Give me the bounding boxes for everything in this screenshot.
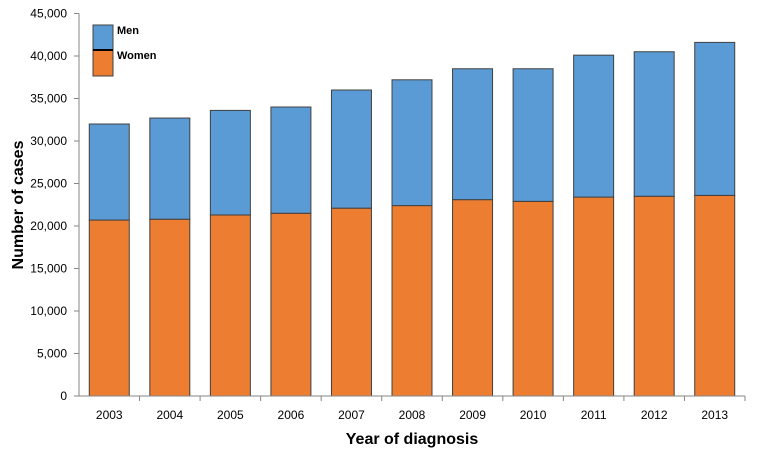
bar-men-2006 <box>270 106 312 214</box>
axes-group: 2003 2004 2005 2006 2007 2008 2009 2010 2011 2012… <box>30 7 746 422</box>
y-axis-title: Number of cases <box>10 140 27 269</box>
legend: Men Women <box>92 24 157 77</box>
x-axis-title: Year of diagnosis <box>346 431 479 448</box>
bar-men-2004 <box>149 117 191 220</box>
x-tick-label: 2005 <box>217 408 244 422</box>
bar-women-2006 <box>270 212 312 397</box>
x-tick-label: 2009 <box>459 408 486 422</box>
bar-women-2011 <box>573 196 615 397</box>
bar-women-2010 <box>512 200 554 397</box>
bar-men-2010 <box>512 68 554 202</box>
bar-men-2009 <box>452 68 494 201</box>
x-tick-label: 2004 <box>156 408 183 422</box>
x-tick-label: 2012 <box>641 408 668 422</box>
legend-swatch-men <box>92 24 114 51</box>
bar-women-2005 <box>209 214 251 397</box>
x-tick-label: 2006 <box>278 408 305 422</box>
y-tick-label: 30,000 <box>30 134 67 148</box>
x-tick-label: 2010 <box>520 408 547 422</box>
y-tick-label: 15,000 <box>30 262 67 276</box>
x-tick-label: 2007 <box>338 408 365 422</box>
x-tick-label: 2008 <box>399 408 426 422</box>
y-tick-label: 35,000 <box>30 92 67 106</box>
bar-women-2012 <box>633 195 675 397</box>
bars-group <box>88 41 736 397</box>
bar-men-2003 <box>88 123 130 221</box>
bar-women-2007 <box>330 207 372 397</box>
bar-men-2005 <box>209 109 251 216</box>
x-tick-label: 2003 <box>96 408 123 422</box>
y-tick-label: 5,000 <box>37 347 67 361</box>
y-tick-label: 25,000 <box>30 177 67 191</box>
bar-women-2009 <box>452 199 494 397</box>
legend-label-men: Men <box>117 25 139 37</box>
bar-men-2012 <box>633 51 675 197</box>
bar-women-2013 <box>694 194 736 397</box>
y-tick-label: 20,000 <box>30 219 67 233</box>
legend-swatch-women <box>92 49 114 77</box>
bar-men-2011 <box>573 54 615 198</box>
bar-women-2008 <box>391 205 433 397</box>
bar-men-2008 <box>391 79 433 207</box>
bar-women-2003 <box>88 219 130 397</box>
y-tick-label: 10,000 <box>30 304 67 318</box>
legend-label-women: Women <box>117 50 157 62</box>
y-tick-label: 45,000 <box>30 7 67 21</box>
bar-women-2004 <box>149 218 191 397</box>
y-tick-label: 40,000 <box>30 49 67 63</box>
bar-men-2013 <box>694 41 736 196</box>
bar-men-2007 <box>330 89 372 209</box>
x-tick-label: 2013 <box>701 408 728 422</box>
y-tick-label: 0 <box>60 389 67 403</box>
x-tick-label: 2011 <box>581 408 607 422</box>
